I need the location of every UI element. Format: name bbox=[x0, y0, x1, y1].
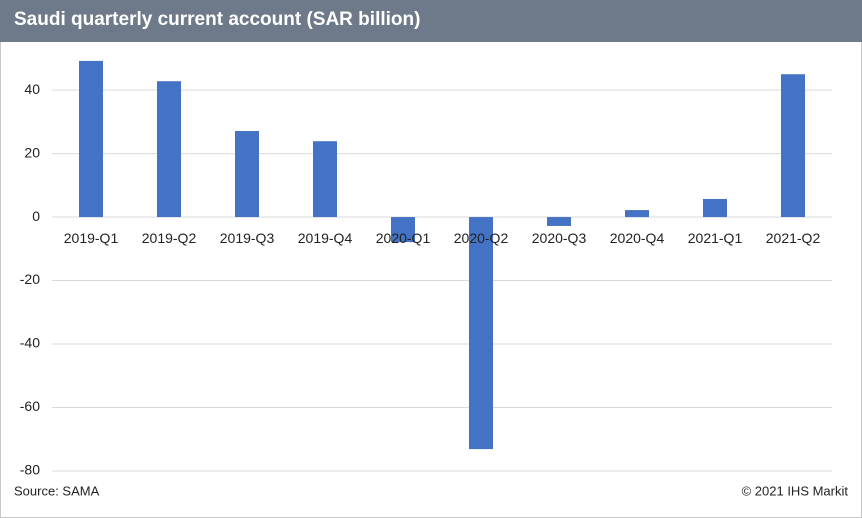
x-tick-label: 2019-Q2 bbox=[142, 230, 197, 246]
y-tick-label: -60 bbox=[20, 398, 40, 414]
y-tick-label: -80 bbox=[20, 462, 40, 478]
x-tick-label: 2020-Q4 bbox=[610, 230, 665, 246]
source-note: Source: SAMA bbox=[14, 483, 100, 498]
y-tick-label: 20 bbox=[24, 144, 40, 160]
y-tick-label: 40 bbox=[24, 81, 40, 97]
bar bbox=[781, 74, 805, 218]
bar bbox=[547, 217, 571, 226]
x-tick-label: 2019-Q1 bbox=[64, 230, 119, 246]
bar bbox=[703, 198, 727, 218]
copyright-note: © 2021 IHS Markit bbox=[742, 483, 849, 498]
x-tick-label: 2019-Q4 bbox=[298, 230, 353, 246]
x-tick-label: 2020-Q2 bbox=[454, 230, 509, 246]
bar bbox=[79, 60, 103, 218]
y-tick-label: 0 bbox=[32, 208, 40, 224]
x-tick-label: 2021-Q2 bbox=[766, 230, 821, 246]
bar bbox=[625, 210, 649, 218]
bar bbox=[313, 141, 337, 218]
x-tick-label: 2020-Q1 bbox=[376, 230, 431, 246]
y-tick-label: -40 bbox=[20, 335, 40, 351]
chart-title: Saudi quarterly current account (SAR bil… bbox=[14, 9, 420, 30]
x-tick-label: 2021-Q1 bbox=[688, 230, 743, 246]
header-band bbox=[0, 0, 862, 42]
bar bbox=[391, 217, 415, 243]
y-tick-label: -20 bbox=[20, 271, 40, 287]
x-tick-label: 2020-Q3 bbox=[532, 230, 587, 246]
bar bbox=[157, 81, 181, 218]
bar bbox=[469, 217, 493, 450]
bar bbox=[235, 131, 259, 218]
x-tick-label: 2019-Q3 bbox=[220, 230, 275, 246]
